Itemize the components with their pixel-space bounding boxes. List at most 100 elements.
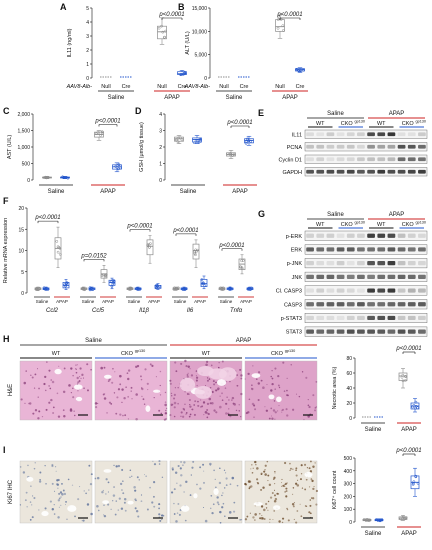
genotype-label: CKO: [402, 121, 415, 127]
micrograph-cell: [300, 473, 303, 475]
micrograph-cell: [127, 377, 130, 381]
micrograph-cell: [239, 518, 241, 521]
micrograph-cell: [30, 485, 32, 487]
vessel: [253, 501, 263, 506]
y-tick-label: 5: [21, 270, 24, 276]
micrograph-cell: [205, 385, 207, 387]
category-label: Cre: [240, 84, 249, 90]
micrograph-cell: [76, 364, 78, 366]
data-point: [399, 517, 403, 521]
micrograph-cell: [123, 501, 126, 504]
data-point: [136, 287, 140, 291]
micrograph-cell: [140, 375, 142, 378]
blot-band: [407, 132, 416, 137]
micrograph-cell: [274, 418, 276, 420]
blot-band: [418, 144, 426, 149]
micrograph-cell: [286, 389, 288, 392]
micrograph-cell: [122, 414, 124, 417]
micrograph-cell: [247, 480, 251, 483]
data-point: [161, 30, 165, 34]
micrograph-cell: [286, 507, 288, 510]
micrograph-cell: [312, 497, 315, 500]
data-point: [380, 518, 383, 522]
micrograph-cell: [185, 413, 187, 415]
blot-band: [336, 247, 345, 252]
micrograph-cell: [72, 396, 75, 399]
micrograph-cell: [270, 407, 273, 410]
blot-band: [367, 132, 375, 137]
micrograph-cell: [51, 464, 54, 468]
box-3: [112, 162, 122, 173]
blot-band: [357, 157, 365, 162]
category-label: Null: [275, 84, 284, 90]
vessel: [304, 471, 313, 478]
micrograph-cell: [94, 477, 97, 480]
micrograph-cell: [189, 405, 192, 408]
micrograph-cell: [159, 370, 162, 373]
y-tick-label: 40: [346, 386, 352, 392]
micrograph-cell: [282, 484, 285, 487]
group-label: APAP: [232, 189, 248, 195]
x-category-label: APAP: [148, 299, 160, 304]
genotype-label: CKO: [402, 222, 415, 228]
blot-band: [346, 315, 355, 321]
micrograph-cell: [49, 500, 52, 503]
micrograph-cell: [225, 412, 228, 415]
micrograph-cell: [301, 371, 304, 373]
micrograph-cell: [41, 415, 44, 418]
micrograph-cell: [260, 505, 264, 508]
genotype-label: CKO: [271, 351, 284, 357]
data-point: [56, 245, 60, 249]
blot-band: [377, 329, 386, 334]
group-label: APAP: [164, 95, 180, 101]
data-point: [412, 404, 416, 407]
micrograph-cell: [143, 403, 146, 405]
panel-letter: H: [3, 334, 10, 344]
micrograph-cell: [33, 467, 36, 470]
micrograph-cell: [219, 405, 222, 409]
micrograph-cell: [68, 384, 71, 387]
blot-row-label: Cl. CASP3: [276, 289, 302, 295]
micrograph-cell: [58, 365, 60, 367]
micrograph-cell: [170, 404, 173, 407]
micrograph-cell: [105, 493, 107, 495]
y-axis-label: Ki67⁺ cell count: [331, 470, 338, 509]
micrograph-cell: [161, 476, 164, 479]
micrograph-cell: [39, 471, 42, 474]
blot-band: [367, 144, 375, 149]
micrograph-cell: [130, 390, 132, 392]
y-tick-label: 0: [204, 76, 207, 82]
micrograph-cell: [226, 396, 228, 398]
y-axis-label: IL11 (ng/ml): [67, 28, 73, 57]
micrograph-cell: [180, 362, 183, 366]
micrograph-cell: [263, 470, 266, 473]
blot-band: [306, 329, 314, 334]
blot-band: [397, 274, 406, 279]
vessel: [75, 396, 83, 402]
micrograph-cell: [34, 409, 38, 412]
micrograph-cell: [158, 409, 161, 412]
micrograph-cell: [171, 395, 173, 397]
micrograph-cell: [56, 479, 59, 482]
data-point: [240, 259, 243, 263]
micrograph-cell: [102, 489, 105, 492]
box-Il6-0: [172, 286, 180, 291]
micrograph-cell: [129, 476, 131, 478]
micrograph-cell: [272, 518, 274, 521]
micrograph-cell: [183, 409, 185, 411]
micrograph-cell: [113, 464, 115, 467]
micrograph-cell: [286, 377, 288, 380]
micrograph-cell: [252, 467, 254, 469]
blot-band: [367, 315, 375, 321]
micrograph-cell: [186, 375, 189, 378]
micrograph-cell: [114, 513, 117, 516]
micrograph-cell: [24, 499, 27, 502]
panel-F: F 0 5 10 15 20 Relative mRNA expression p<0.000…: [3, 196, 254, 314]
micrograph-cell: [86, 503, 90, 506]
category-label: Cre: [178, 84, 187, 90]
micrograph-cell: [173, 397, 176, 400]
micrograph-cell: [121, 489, 123, 491]
micrograph-cell: [253, 416, 255, 418]
micrograph-cell: [206, 402, 210, 405]
micrograph-cell: [285, 490, 288, 493]
